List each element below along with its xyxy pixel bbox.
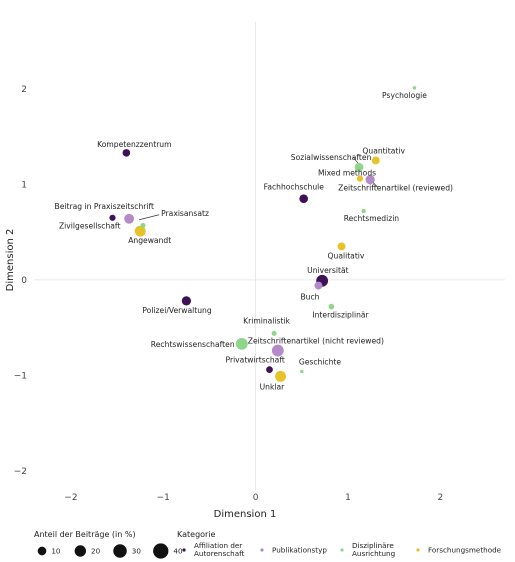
- size-legend-dot: [113, 544, 127, 558]
- x-tick-label: 2: [437, 493, 443, 503]
- label-rechtsmedizin: Rechtsmedizin: [344, 214, 400, 223]
- leader-praxisansatz: [139, 214, 160, 221]
- y-axis-ticks: −2 −1 0 1 2: [14, 85, 28, 477]
- label-rechtswissenschaften: Rechtswissenschaften: [151, 340, 235, 349]
- y-axis-title: Dimension 2: [5, 229, 16, 292]
- x-tick-label: −2: [64, 493, 77, 503]
- x-tick-label: 1: [345, 493, 351, 503]
- size-legend-value: 20: [91, 547, 101, 556]
- label-zeitschriftenartikel-nicht-reviewed: Zeitschriftenartikel (nicht reviewed): [248, 337, 384, 346]
- size-legend-dot: [74, 545, 87, 557]
- color-legend-label: Disziplinäre: [352, 541, 394, 550]
- point-interdisziplinär: [328, 303, 335, 310]
- label-zivilgesellschaft: Zivilgesellschaft: [59, 221, 121, 230]
- label-fachhochschule: Fachhochschule: [264, 183, 325, 192]
- color-legend-label: Forschungsmethode: [428, 546, 502, 555]
- label-privatwirtschaft: Privatwirtschaft: [226, 356, 285, 365]
- point-angewandt: [134, 225, 146, 237]
- label-mixed-methods: Mixed methods: [318, 169, 376, 178]
- point-psychologie: [412, 86, 417, 90]
- point-qualitativ: [337, 242, 346, 251]
- point-zivilgesellschaft: [140, 222, 146, 228]
- color-legend-key-pub: [260, 548, 264, 552]
- label-geschichte: Geschichte: [299, 358, 342, 367]
- point-praxisansatz: [124, 213, 135, 224]
- label-buch: Buch: [300, 293, 319, 302]
- color-legend-key-aff: [182, 548, 186, 552]
- size-legend-value: 40: [173, 547, 183, 556]
- label-psychologie: Psychologie: [382, 91, 427, 100]
- y-tick-label: 0: [21, 276, 27, 286]
- x-axis-ticks: −2 −1 0 1 2: [64, 493, 443, 503]
- point-rechtsmedizin: [361, 209, 366, 214]
- x-tick-label: 0: [253, 493, 259, 503]
- size-legend-dot: [153, 543, 169, 559]
- x-axis-title: Dimension 1: [214, 509, 277, 520]
- y-tick-label: 1: [21, 180, 27, 190]
- point-kriminalistik: [271, 330, 277, 336]
- label-sozialwissenschaften: Sozialwissenschaften: [291, 153, 372, 162]
- point-zeitschriftenartikel-reviewed: [365, 174, 375, 185]
- leader-sozialwissenschaften: [352, 156, 359, 164]
- label-kompetenzzentrum: Kompetenzzentrum: [97, 140, 171, 149]
- label-unklar: Unklar: [260, 382, 286, 391]
- point-unklar: [275, 370, 287, 382]
- label-polizei-verwaltung: Polizei/Verwaltung: [142, 306, 211, 315]
- color-legend-label: Ausrichtung: [352, 549, 395, 558]
- size-legend-value: 30: [132, 547, 142, 556]
- color-legend-key-dis: [340, 548, 344, 552]
- point-rechtswissenschaften: [235, 337, 248, 350]
- color-legend-label: Affiliation der: [194, 541, 242, 550]
- label-quantitativ: Quantitativ: [362, 146, 405, 155]
- size-legend: 10 20 30 40: [37, 543, 183, 559]
- y-tick-label: 2: [21, 85, 27, 95]
- point-buch: [314, 281, 323, 290]
- color-legend-label: Autorenschaft: [194, 549, 245, 558]
- leader-lines: [139, 156, 379, 221]
- point-sozialwissenschaften: [354, 162, 364, 172]
- color-legend-label: Publikationstyp: [272, 546, 327, 555]
- data-points: [109, 86, 417, 382]
- label-angewandt: Angewandt: [128, 236, 171, 245]
- point-zeitschriftenartikel-nicht-reviewed: [271, 344, 284, 357]
- y-tick-label: −2: [14, 467, 27, 477]
- label-zeitschriftenartikel-reviewed: Zeitschriftenartikel (reviewed): [338, 184, 453, 193]
- size-legend-value: 10: [51, 547, 61, 556]
- point-quantitativ: [371, 156, 380, 165]
- label-interdisziplinär: Interdisziplinär: [312, 311, 369, 320]
- point-privatwirtschaft: [266, 366, 273, 374]
- point-labels: Psychologie Kompetenzzentrum QuantitativSo…: [55, 91, 454, 391]
- point-geschichte: [300, 369, 304, 374]
- point-beitrag-in-praxiszeitschrift: [109, 214, 116, 221]
- point-kompetenzzentrum: [122, 149, 131, 157]
- y-tick-label: −1: [14, 371, 27, 381]
- size-legend-title: Anteil der Beiträge (in %): [34, 530, 136, 539]
- color-legend-key-for: [416, 548, 420, 552]
- point-mixed-methods: [356, 175, 364, 182]
- label-qualitativ: Qualitativ: [328, 251, 365, 260]
- legend: Anteil der Beiträge (in %) 10 20 30 40 Kate…: [34, 530, 502, 559]
- plot-area: Psychologie Kompetenzzentrum QuantitativSo…: [34, 22, 505, 490]
- x-tick-label: −1: [157, 493, 170, 503]
- label-universität: Universität: [307, 266, 348, 275]
- label-kriminalistik: Kriminalistik: [243, 316, 290, 325]
- color-legend-title: Kategorie: [177, 530, 216, 539]
- leader-zeitschriftenartikel-reviewed: [372, 182, 379, 188]
- label-beitrag-in-praxiszeitschrift: Beitrag in Praxiszeitschrift: [55, 202, 155, 211]
- label-praxisansatz: Praxisansatz: [161, 209, 209, 218]
- point-fachhochschule: [299, 194, 308, 204]
- point-polizei-verwaltung: [181, 296, 192, 306]
- size-legend-dot: [37, 546, 47, 556]
